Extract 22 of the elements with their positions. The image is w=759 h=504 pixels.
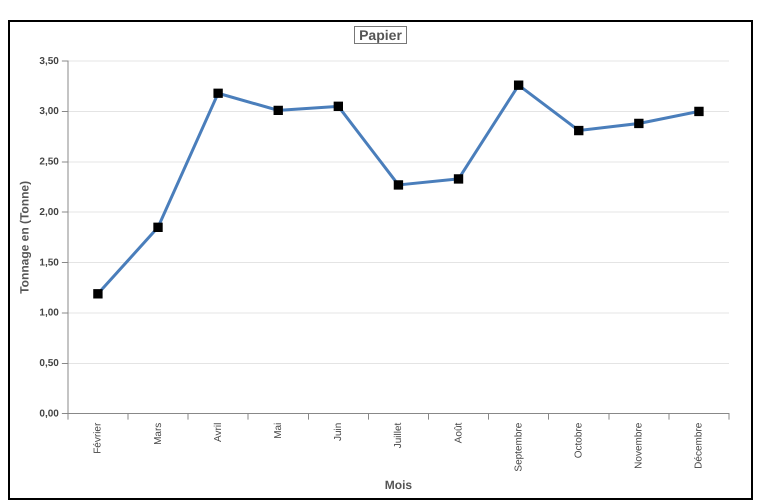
y-tick-label: 1,50 — [39, 257, 60, 268]
x-tick-label: Août — [453, 422, 464, 444]
x-tick-label: Avril — [212, 422, 224, 442]
x-tick-label: Mai — [272, 422, 284, 439]
y-tick-label: 0,50 — [39, 358, 60, 370]
y-tick-label: 2,50 — [39, 156, 60, 168]
y-tick-label: 0,00 — [39, 408, 60, 420]
y-tick-label: 3,00 — [39, 106, 60, 118]
y-tick-label: 3,50 — [39, 56, 60, 67]
x-tick-label: Novembre — [634, 422, 645, 469]
x-tick-label: Février — [92, 422, 104, 454]
x-tick-label: Juillet — [393, 422, 404, 448]
y-tick-label: 1,00 — [39, 308, 60, 319]
chart-title: Papier — [354, 26, 407, 44]
x-tick-label: Septembre — [513, 422, 524, 472]
x-tick-label: Mars — [152, 422, 164, 445]
x-tick-label: Octobre — [573, 422, 584, 458]
x-tick-label: Juin — [333, 422, 344, 442]
y-axis-title: Tonnage en (Tonne) — [18, 180, 32, 294]
y-tick-label: 2,00 — [39, 206, 60, 218]
x-axis-title: Mois — [384, 478, 412, 492]
x-tick-label: Décembre — [694, 422, 705, 469]
